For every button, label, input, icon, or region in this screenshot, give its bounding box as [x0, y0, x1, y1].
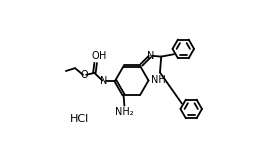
- Text: NH₂: NH₂: [115, 107, 134, 117]
- Text: O: O: [92, 51, 100, 61]
- Text: H: H: [99, 51, 106, 61]
- Text: O: O: [81, 70, 88, 80]
- Text: N: N: [100, 76, 108, 85]
- Text: N: N: [147, 51, 155, 61]
- Text: NH: NH: [151, 75, 166, 85]
- Text: HCl: HCl: [70, 114, 89, 124]
